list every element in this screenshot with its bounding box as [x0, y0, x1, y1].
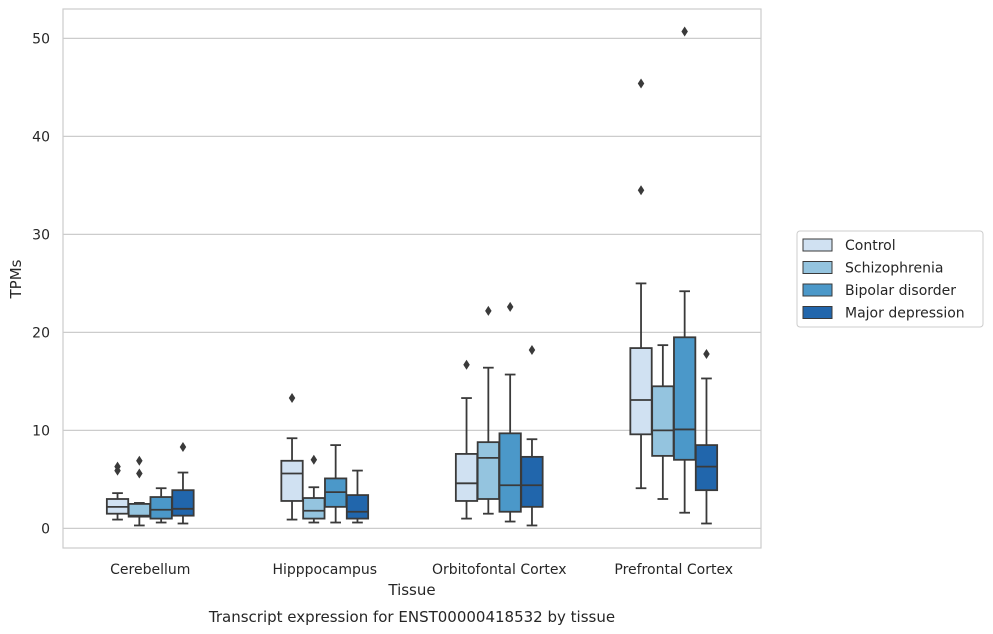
iqr-box — [280, 459, 304, 502]
y-tick-label: 20 — [32, 325, 50, 341]
outlier-point — [506, 301, 514, 312]
iqr-box — [476, 441, 500, 500]
box-group — [498, 301, 522, 523]
legend-label: Control — [845, 238, 896, 254]
y-tick-label: 50 — [32, 31, 50, 47]
iqr-box — [454, 453, 479, 502]
iqr-box — [302, 497, 326, 520]
iqr-box — [520, 455, 544, 508]
legend-label: Bipolar disorder — [845, 283, 956, 299]
y-axis-label: TPMs — [7, 259, 25, 299]
outlier-point — [463, 359, 470, 370]
legend-swatch — [802, 306, 833, 319]
legend-entry: Major depression — [802, 306, 965, 322]
outlier-point — [637, 185, 645, 196]
outlier-point — [114, 461, 121, 472]
y-tick-label: 30 — [32, 227, 50, 243]
grid-lines — [63, 37, 761, 530]
boxes — [105, 26, 719, 527]
iqr-box — [171, 489, 195, 517]
iqr-box — [149, 496, 173, 520]
legend-entry: Bipolar disorder — [802, 283, 956, 299]
box-group — [302, 454, 326, 524]
plot-area-frame — [62, 8, 762, 549]
box-group — [629, 78, 653, 490]
box-group — [651, 344, 675, 500]
outlier-point — [528, 345, 536, 356]
iqr-box — [345, 494, 370, 520]
outlier-point — [288, 393, 296, 404]
x-tick-label: Orbitofontal Cortex — [432, 562, 567, 578]
y-tick-label: 0 — [41, 521, 50, 537]
outlier-point — [136, 455, 143, 466]
legend-swatch — [802, 261, 833, 274]
box-group — [280, 393, 304, 521]
outlier-point — [179, 442, 187, 453]
outlier-point — [310, 454, 318, 465]
x-tick-label: Prefrontal Cortex — [614, 562, 733, 578]
box-group — [673, 26, 697, 514]
y-tick-label: 40 — [32, 129, 50, 145]
outlier-point — [637, 78, 645, 89]
iqr-box — [127, 502, 151, 518]
iqr-box — [651, 385, 675, 457]
box-group — [476, 305, 500, 515]
box-group — [454, 359, 479, 520]
x-tick-label: Hipppocampus — [272, 562, 377, 578]
iqr-box — [694, 444, 719, 492]
x-axis-ticks: Cerebellum Hipppocampus Orbitofontal Corte… — [110, 562, 733, 578]
box-group — [694, 348, 719, 525]
box-group — [171, 442, 195, 525]
legend-swatch — [802, 238, 833, 252]
legend: Control Schizophrenia Bipolar disorder Majo… — [796, 230, 984, 328]
legend-label: Major depression — [845, 306, 965, 322]
chart-caption: Transcript expression for ENST0000041853… — [208, 608, 615, 626]
iqr-box — [673, 336, 697, 461]
y-axis-ticks: 0 10 20 30 40 50 — [32, 31, 50, 537]
outlier-point — [681, 26, 688, 37]
x-tick-label: Cerebellum — [110, 562, 190, 578]
legend-entry: Control — [802, 238, 896, 254]
iqr-box — [498, 432, 522, 513]
iqr-box — [629, 347, 653, 436]
x-axis-label: Tissue — [387, 581, 435, 599]
box-group — [324, 444, 348, 524]
box-group — [345, 469, 370, 524]
box-group — [149, 487, 173, 524]
box-group — [105, 461, 130, 521]
legend-label: Schizophrenia — [845, 261, 943, 277]
y-tick-label: 10 — [32, 423, 50, 439]
box-group — [127, 455, 151, 527]
legend-entry: Schizophrenia — [802, 261, 943, 277]
legend-swatch — [802, 283, 833, 297]
outlier-point — [485, 305, 492, 316]
outlier-point — [703, 348, 710, 359]
box-group — [520, 345, 544, 527]
legend-frame — [796, 230, 984, 328]
outlier-point — [136, 468, 143, 479]
